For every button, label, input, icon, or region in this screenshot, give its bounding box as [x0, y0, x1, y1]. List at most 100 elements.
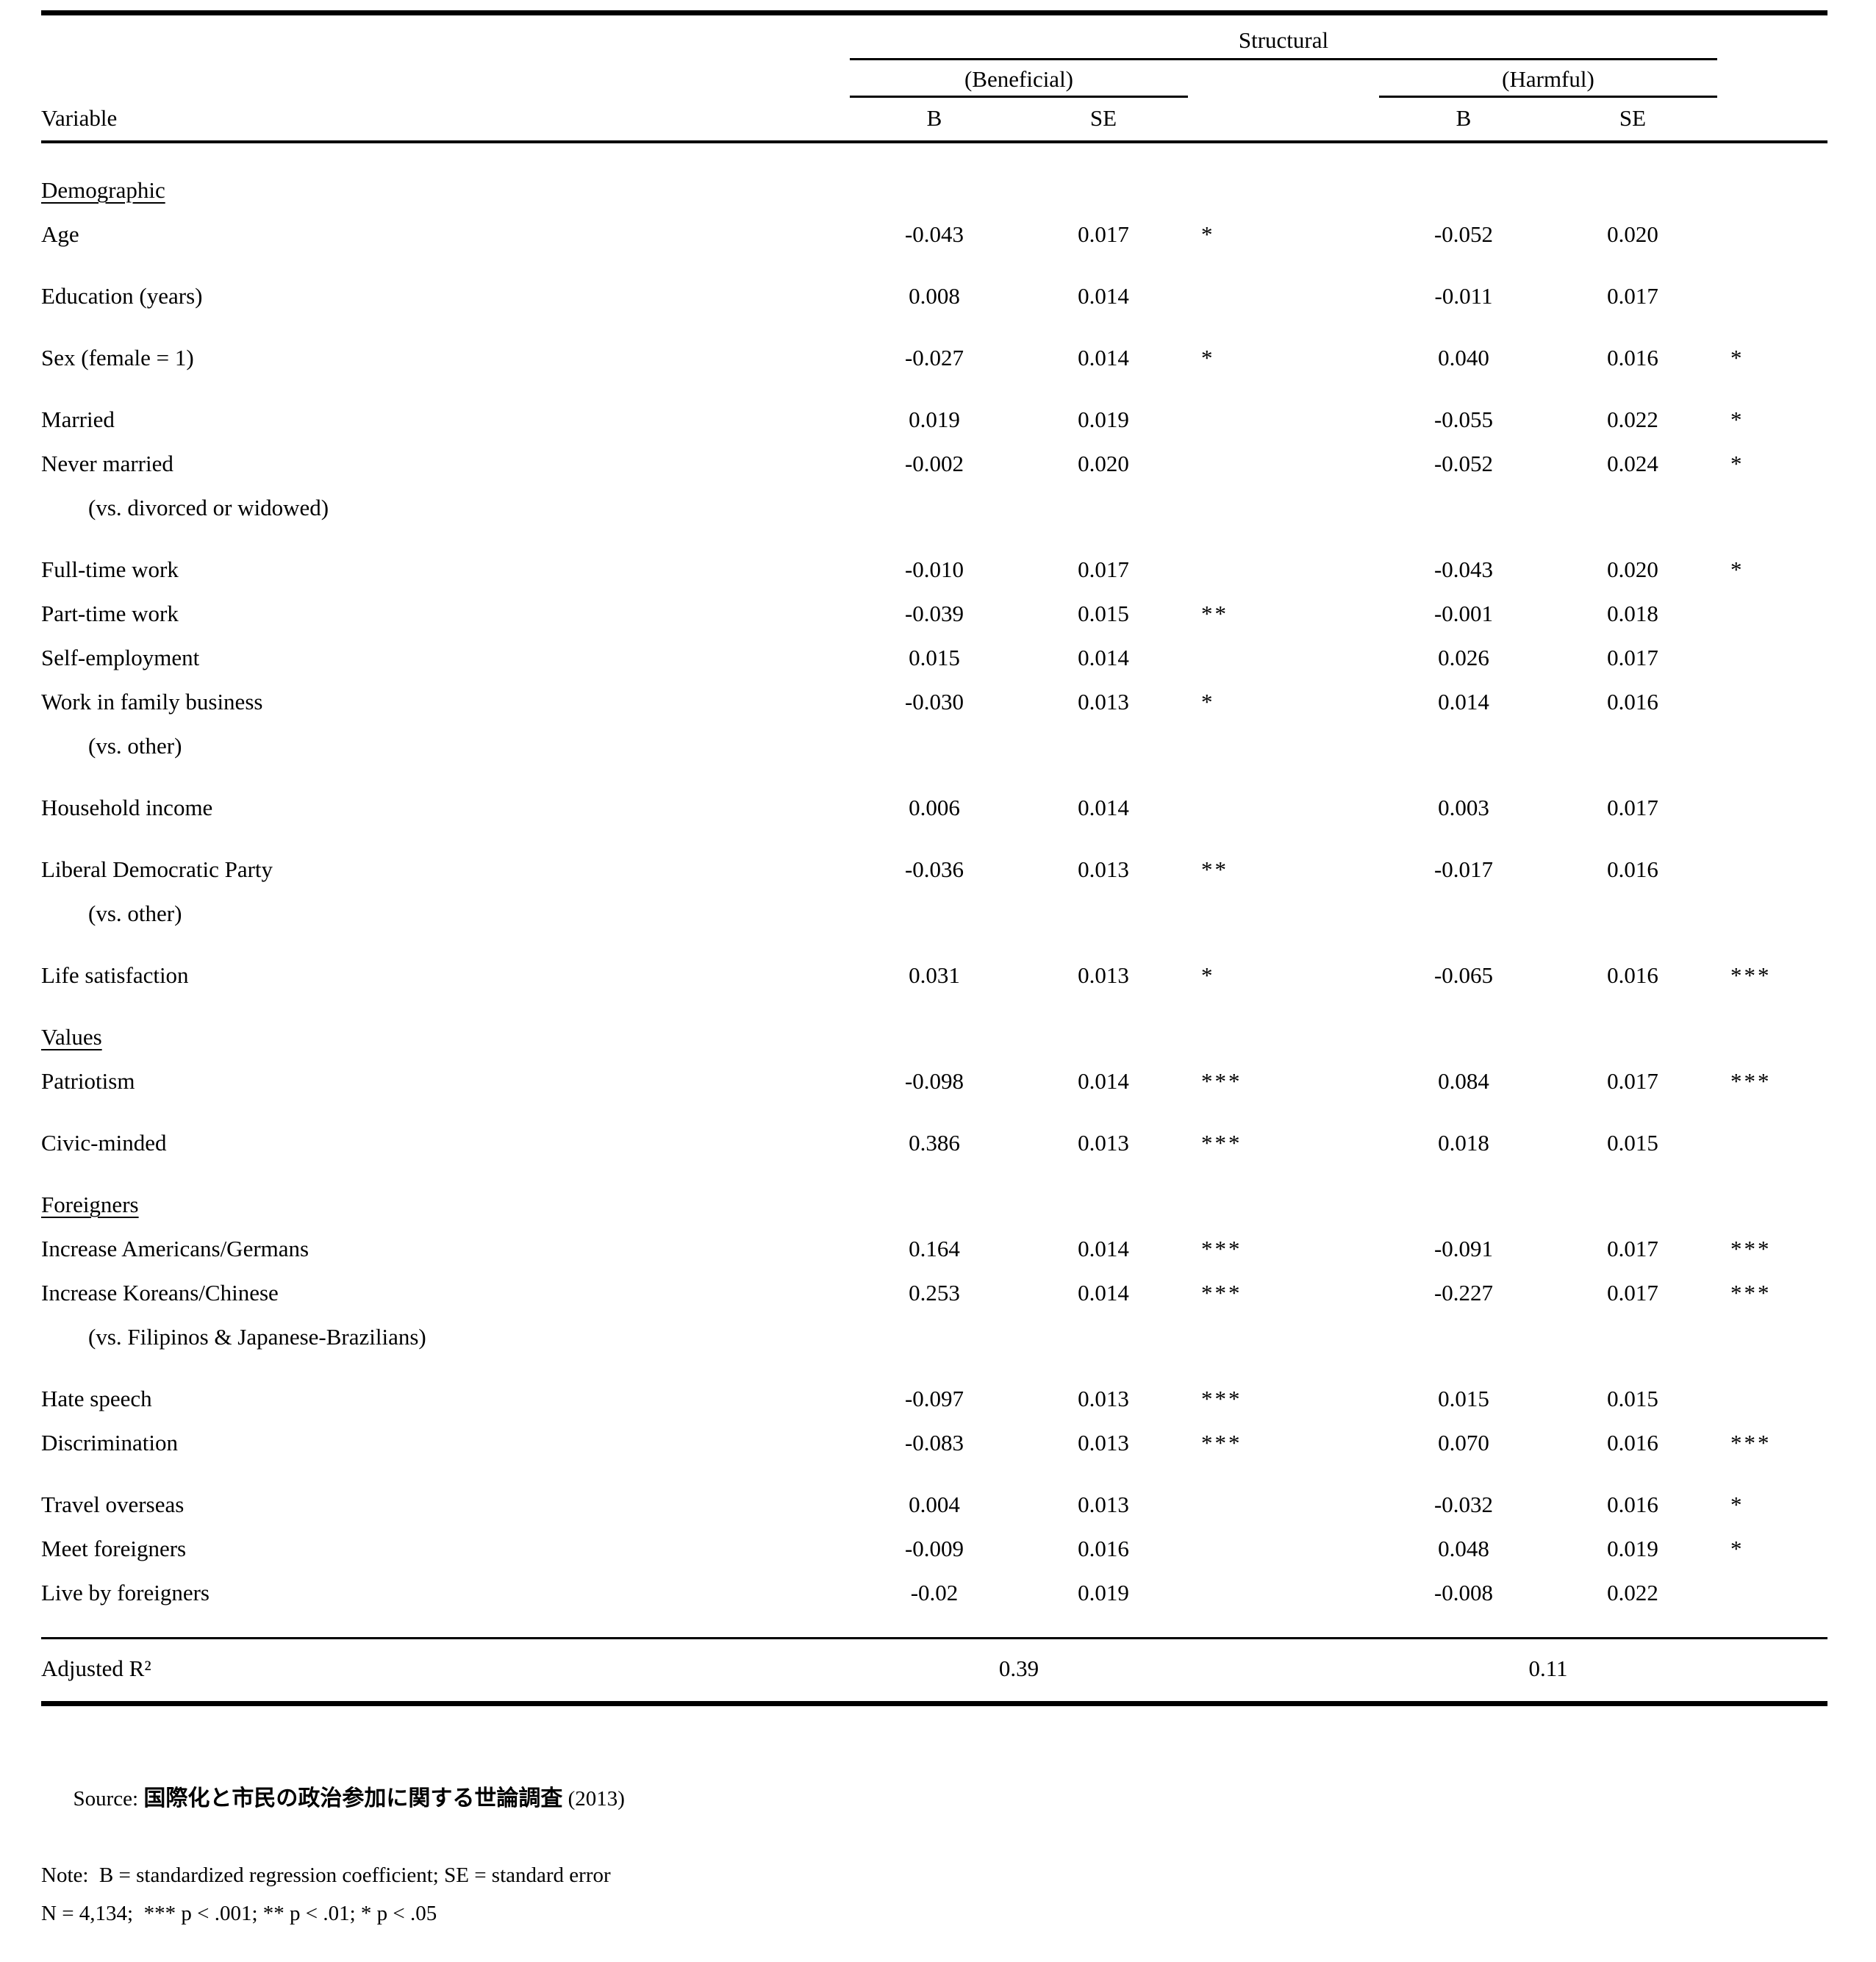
cell-b-harmful: -0.032	[1433, 1492, 1494, 1517]
cell-b-beneficial: -0.009	[904, 1536, 964, 1561]
row-label: Increase Koreans/Chinese	[41, 1280, 279, 1306]
cell-sig-beneficial: *	[1201, 221, 1215, 247]
cell-b-beneficial: -0.002	[904, 451, 964, 476]
table-row: Age -0.043 0.017 * -0.052 0.020	[41, 212, 1827, 257]
row-label: Work in family business	[41, 689, 263, 715]
cell-se-harmful: 0.016	[1607, 962, 1658, 988]
table-header-row-structural: Structural	[41, 15, 1827, 60]
cell-sig-harmful: *	[1730, 345, 1744, 370]
cell-b-harmful: -0.008	[1433, 1580, 1494, 1605]
cell-sig-beneficial: ***	[1201, 1068, 1242, 1094]
row-label: Life satisfaction	[41, 962, 189, 988]
column-header-b-harmful: B	[1456, 105, 1472, 131]
table-row: Life satisfaction 0.031 0.013 * -0.065 0.016 *…	[41, 953, 1827, 998]
table-row: Never married -0.002 0.020 -0.052 0.024 *	[41, 442, 1827, 486]
cell-sig-harmful: *	[1730, 1492, 1744, 1517]
adjusted-r2-beneficial: 0.39	[998, 1655, 1039, 1681]
cell-b-beneficial: -0.039	[904, 601, 964, 626]
cell-b-beneficial: 0.253	[909, 1280, 960, 1306]
cell-se-beneficial: 0.013	[1078, 1430, 1129, 1456]
table-header-row-groups: (Beneficial) (Harmful)	[41, 60, 1827, 98]
sublabel-row: (vs. divorced or widowed)	[41, 486, 1827, 530]
cell-b-harmful: -0.065	[1433, 962, 1494, 988]
cell-b-harmful: 0.084	[1438, 1068, 1489, 1094]
cell-sig-harmful: *	[1730, 1536, 1744, 1561]
cell-b-beneficial: 0.386	[909, 1130, 960, 1156]
cell-sig-beneficial: ***	[1201, 1236, 1242, 1261]
cell-sig-harmful: *	[1730, 451, 1744, 476]
cell-b-harmful: 0.003	[1438, 795, 1489, 820]
cell-b-beneficial: 0.006	[909, 795, 960, 820]
row-label: Sex (female = 1)	[41, 345, 194, 370]
table-row: Full-time work -0.010 0.017 -0.043 0.020 *	[41, 548, 1827, 592]
cell-b-beneficial: 0.019	[909, 407, 960, 432]
table-row: Hate speech -0.097 0.013 *** 0.015 0.015	[41, 1377, 1827, 1421]
cell-se-beneficial: 0.013	[1078, 962, 1129, 988]
cell-se-harmful: 0.016	[1607, 345, 1658, 370]
regression-table: Structural (Beneficial) (Harmful) Variab…	[41, 10, 1827, 1706]
cell-se-harmful: 0.019	[1607, 1536, 1658, 1561]
sublabel: (vs. Filipinos & Japanese-Brazilians)	[88, 1324, 426, 1350]
cell-se-beneficial: 0.014	[1078, 345, 1129, 370]
cell-se-beneficial: 0.015	[1078, 601, 1129, 626]
row-label: Age	[41, 221, 79, 247]
cell-se-harmful: 0.017	[1607, 1280, 1658, 1306]
cell-sig-harmful: ***	[1730, 1280, 1772, 1306]
source-year: (2013)	[562, 1787, 625, 1811]
cell-se-beneficial: 0.020	[1078, 451, 1129, 476]
cell-b-beneficial: 0.008	[909, 283, 960, 309]
table-row: Self-employment 0.015 0.014 0.026 0.017	[41, 636, 1827, 680]
table-notes: Source: 国際化と市民の政治参加に関する世論調査 (2013) Note:…	[41, 1741, 1827, 1933]
cell-b-beneficial: -0.097	[904, 1386, 964, 1411]
cell-se-harmful: 0.020	[1607, 556, 1658, 582]
cell-se-harmful: 0.020	[1607, 221, 1658, 247]
sublabel: (vs. other)	[88, 901, 182, 926]
row-label: Married	[41, 407, 115, 432]
cell-se-harmful: 0.016	[1607, 1430, 1658, 1456]
column-header-se-harmful: SE	[1619, 105, 1647, 131]
cell-se-harmful: 0.017	[1607, 795, 1658, 820]
cell-se-harmful: 0.017	[1607, 1068, 1658, 1094]
cell-b-beneficial: -0.027	[904, 345, 964, 370]
cell-sig-harmful: *	[1730, 407, 1744, 432]
cell-se-beneficial: 0.013	[1078, 1130, 1129, 1156]
cell-b-harmful: -0.227	[1433, 1280, 1494, 1306]
column-group-beneficial: (Beneficial)	[850, 60, 1188, 98]
table-row: Increase Americans/Germans 0.164 0.014 *** -…	[41, 1227, 1827, 1271]
table-row: Civic-minded 0.386 0.013 *** 0.018 0.015	[41, 1121, 1827, 1165]
table-row: Travel overseas 0.004 0.013 -0.032 0.016 *	[41, 1483, 1827, 1527]
cell-sig-harmful: ***	[1730, 962, 1772, 988]
source-note: Source: 国際化と市民の政治参加に関する世論調査 (2013)	[41, 1741, 1827, 1856]
cell-se-beneficial: 0.017	[1078, 221, 1129, 247]
section-header-row: Demographic	[41, 168, 1827, 212]
row-label: Patriotism	[41, 1068, 135, 1094]
row-label: Meet foreigners	[41, 1536, 187, 1561]
table-row: Education (years) 0.008 0.014 -0.011 0.017	[41, 274, 1827, 318]
cell-se-beneficial: 0.013	[1078, 856, 1129, 882]
section-header-row: Values	[41, 1015, 1827, 1059]
cell-b-beneficial: 0.164	[909, 1236, 960, 1261]
cell-b-beneficial: 0.031	[909, 962, 960, 988]
cell-b-beneficial: 0.015	[909, 645, 960, 670]
section-label: Demographic	[41, 177, 165, 203]
cell-sig-harmful: *	[1730, 556, 1744, 582]
cell-se-harmful: 0.016	[1607, 856, 1658, 882]
cell-sig-beneficial: **	[1201, 601, 1228, 626]
table-row: Liberal Democratic Party -0.036 0.013 ** -0.…	[41, 848, 1827, 892]
cell-sig-beneficial: *	[1201, 345, 1215, 370]
cell-sig-beneficial: ***	[1201, 1386, 1242, 1411]
table-body: Demographic Age -0.043 0.017 * -0.052 0.020 Edu…	[41, 143, 1827, 1637]
cell-sig-beneficial: ***	[1201, 1430, 1242, 1456]
adjusted-r2-row: Adjusted R² 0.39 0.11	[41, 1637, 1827, 1706]
row-label: Self-employment	[41, 645, 200, 670]
cell-b-harmful: 0.040	[1438, 345, 1489, 370]
table-row: Work in family business -0.030 0.013 * 0.014…	[41, 680, 1827, 724]
column-group-harmful: (Harmful)	[1379, 60, 1717, 98]
adjusted-r2-harmful: 0.11	[1528, 1655, 1568, 1681]
table-row: Patriotism -0.098 0.014 *** 0.084 0.017 ***	[41, 1059, 1827, 1103]
source-label: Source:	[73, 1787, 144, 1811]
significance-note: N = 4,134; *** p < .001; ** p < .01; * p…	[41, 1902, 437, 1925]
row-label: Never married	[41, 451, 173, 476]
cell-b-harmful: 0.070	[1438, 1430, 1489, 1456]
cell-se-harmful: 0.015	[1607, 1386, 1658, 1411]
